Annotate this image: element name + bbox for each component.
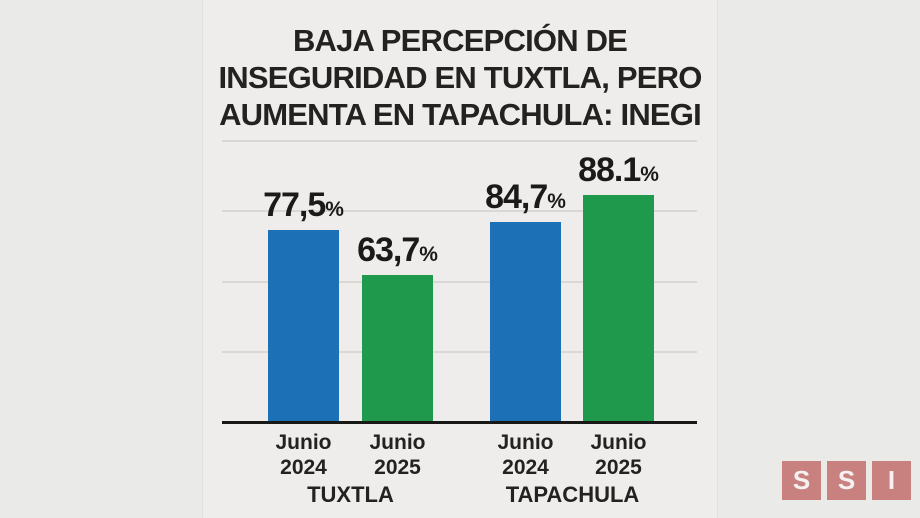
- x-tick-year: 2024: [280, 456, 327, 479]
- ssi-logo-letter: I: [872, 461, 911, 500]
- group-label-tapachula: TAPACHULA: [505, 482, 640, 507]
- bars-row: 77,5% Junio 2024 63,7% Junio 2025 84,7% …: [222, 0, 697, 479]
- bar-value-number: 88.1: [578, 151, 641, 189]
- x-tick-label: Junio 2025: [344, 430, 451, 480]
- bar-column: 88.1% Junio 2025: [578, 0, 659, 479]
- x-tick-year: 2025: [595, 456, 642, 479]
- bar-column: 63,7% Junio 2025: [357, 0, 438, 479]
- chart-title-line-2: INSEGURIDAD EN TUXTLA, PERO: [218, 60, 702, 95]
- gridline: [222, 140, 697, 142]
- group-label-tuxtla: TUXTLA: [307, 482, 394, 507]
- bar-column: 84,7% Junio 2024: [485, 0, 566, 479]
- bar-value-label: 88.1%: [578, 153, 659, 192]
- percent-sign: %: [325, 198, 344, 221]
- bar-value-number: 63,7: [357, 231, 420, 269]
- x-tick-label: Junio 2025: [565, 430, 672, 480]
- x-tick-label: Junio 2024: [472, 430, 579, 480]
- chart-title: BAJA PERCEPCIÓN DE INSEGURIDAD EN TUXTLA…: [191, 22, 729, 133]
- bar-value-number: 77,5: [263, 186, 326, 224]
- x-tick-month: Junio: [497, 431, 554, 454]
- percent-sign: %: [547, 190, 566, 213]
- bar-value-number: 84,7: [485, 178, 548, 216]
- chart-title-line-3: AUMENTA EN TAPACHULA: INEGI: [219, 97, 702, 132]
- bar-value-label: 84,7%: [485, 180, 566, 219]
- ssi-logo: S S I: [782, 461, 911, 500]
- bar-column: 77,5% Junio 2024: [263, 0, 344, 479]
- ssi-logo-letter: S: [782, 461, 821, 500]
- x-tick-year: 2024: [502, 456, 549, 479]
- x-tick-month: Junio: [590, 431, 647, 454]
- gridline: [222, 281, 697, 283]
- x-tick-label: Junio 2024: [250, 430, 357, 480]
- ssi-logo-letter: S: [827, 461, 866, 500]
- x-tick-month: Junio: [275, 431, 332, 454]
- chart-title-line-1: BAJA PERCEPCIÓN DE: [292, 23, 628, 58]
- bar-tuxtla-junio-2025: [362, 275, 433, 423]
- bar-tuxtla-junio-2024: [268, 230, 339, 423]
- percent-sign: %: [640, 163, 659, 186]
- x-tick-month: Junio: [369, 431, 426, 454]
- bar-value-label: 77,5%: [263, 188, 344, 227]
- bar-tapachula-junio-2025: [583, 195, 654, 423]
- bar-tapachula-junio-2024: [490, 222, 561, 423]
- gridline: [222, 210, 697, 212]
- gridline: [222, 351, 697, 353]
- bar-chart-plot-area: 77,5% Junio 2024 63,7% Junio 2025 84,7% …: [222, 0, 697, 507]
- bar-value-label: 63,7%: [357, 233, 438, 272]
- x-tick-year: 2025: [374, 456, 421, 479]
- percent-sign: %: [419, 243, 438, 266]
- x-axis-line: [222, 421, 697, 424]
